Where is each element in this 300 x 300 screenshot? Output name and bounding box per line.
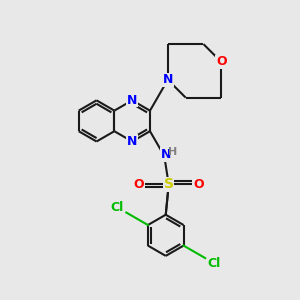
- Text: N: N: [127, 94, 137, 107]
- Text: O: O: [193, 178, 204, 191]
- Text: Cl: Cl: [208, 257, 221, 270]
- Text: Cl: Cl: [110, 201, 124, 214]
- Text: N: N: [127, 135, 137, 148]
- Text: S: S: [164, 177, 174, 191]
- Text: O: O: [216, 56, 226, 68]
- Text: N: N: [163, 73, 173, 86]
- Text: N: N: [160, 148, 171, 161]
- Text: H: H: [168, 147, 177, 157]
- Text: O: O: [134, 178, 144, 191]
